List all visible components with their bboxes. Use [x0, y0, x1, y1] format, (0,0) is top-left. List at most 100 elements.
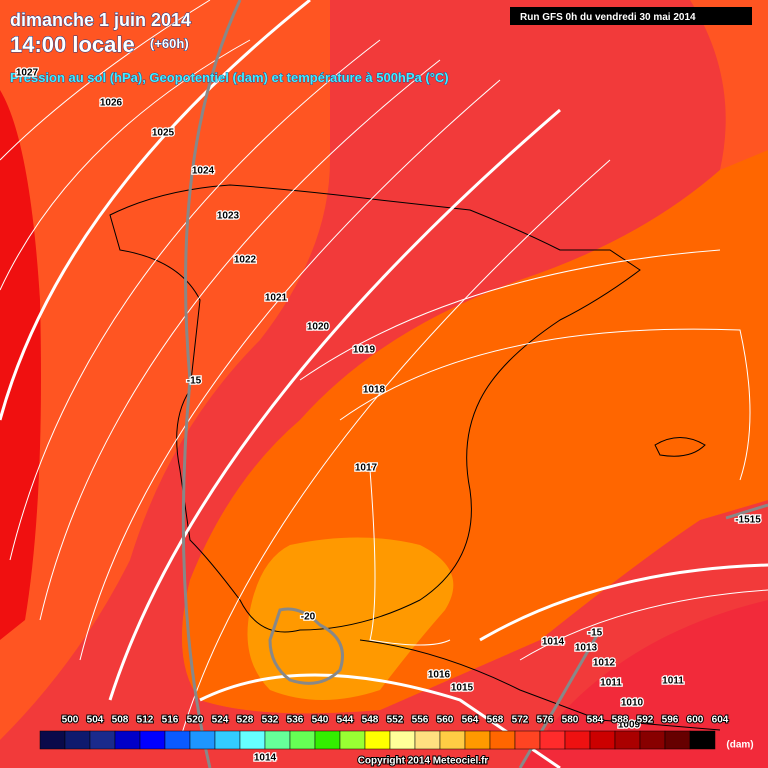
- legend-swatch: [464, 730, 491, 750]
- isobar-label: 1018: [363, 385, 386, 396]
- legend-tick-label: 520: [187, 715, 204, 726]
- forecast-time: 14:00 locale: [10, 32, 135, 57]
- legend-swatch: [689, 730, 716, 750]
- legend-swatch: [39, 730, 66, 750]
- isobar: [0, 0, 311, 421]
- isobar-label: 1010: [621, 698, 644, 709]
- legend-tick-label: 528: [237, 715, 254, 726]
- warm-core: [247, 537, 454, 700]
- legend-swatch: [539, 730, 566, 750]
- isobar: [179, 159, 611, 741]
- legend-swatch: [439, 730, 466, 750]
- temperature-contour: [725, 503, 768, 520]
- isobar-label: 1023: [217, 211, 240, 222]
- isobar: [519, 589, 768, 661]
- run-box: [510, 7, 752, 25]
- isobar-label: 1022: [234, 255, 257, 266]
- isobar-label: 1017: [355, 463, 378, 474]
- coastline: [109, 184, 641, 633]
- legend-swatch: [264, 730, 291, 750]
- copyright: Copyright 2014 Meteociel.fr: [358, 756, 489, 767]
- isobar-label: 1015: [451, 683, 474, 694]
- lead-time: (+60h): [150, 36, 189, 51]
- legend-swatch: [514, 730, 541, 750]
- legend-tick-label: 588: [612, 715, 629, 726]
- legend-swatch: [164, 730, 191, 750]
- legend-swatch: [414, 730, 441, 750]
- legend-unit: (dam): [726, 740, 753, 751]
- isobar-label: 1014: [254, 753, 277, 764]
- temperature-label: -15: [187, 376, 202, 387]
- legend-swatch: [639, 730, 666, 750]
- legend-swatch: [64, 730, 91, 750]
- map-title: dimanche 1 juin 2014: [10, 10, 191, 30]
- legend-tick-label: 536: [287, 715, 304, 726]
- legend-tick-label: 500: [62, 715, 79, 726]
- legend-tick-label: 564: [462, 715, 479, 726]
- isobar: [0, 39, 251, 291]
- legend-swatch: [364, 730, 391, 750]
- legend-tick-label: 524: [212, 715, 229, 726]
- legend-swatch: [339, 730, 366, 750]
- isobar-label: 1019: [353, 345, 376, 356]
- isobar: [339, 328, 751, 481]
- isobar: [479, 563, 768, 642]
- isobar-label: 1026: [100, 98, 123, 109]
- legend-tick-label: 544: [337, 715, 354, 726]
- legend-tick-label: 552: [387, 715, 404, 726]
- legend-tick-label: 532: [262, 715, 279, 726]
- isobar: [9, 39, 381, 561]
- isobar-label: 1011: [600, 678, 622, 689]
- temperature-contour: [518, 629, 602, 768]
- legend-tick-label: 508: [112, 715, 129, 726]
- legend-tick-label: 596: [662, 715, 679, 726]
- legend-swatch: [239, 730, 266, 750]
- legend-tick-label: 580: [562, 715, 579, 726]
- isobar-label: 1021: [265, 293, 288, 304]
- temperature-label: -1515: [735, 515, 761, 526]
- isobar: [108, 108, 561, 701]
- legend-swatch: [114, 730, 141, 750]
- legend-swatch: [589, 730, 616, 750]
- coastline: [654, 437, 706, 457]
- legend-tick-label: 576: [537, 715, 554, 726]
- isobar-label: 1016: [428, 670, 451, 681]
- legend-tick-label: 512: [137, 715, 154, 726]
- isobar-label: 1012: [593, 658, 616, 669]
- legend-tick-label: 556: [412, 715, 429, 726]
- legend-swatch: [214, 730, 241, 750]
- legend-tick-label: 540: [312, 715, 329, 726]
- coastline: [359, 639, 721, 731]
- legend-swatch: [89, 730, 116, 750]
- isobar: [79, 79, 501, 661]
- warm-band: [520, 600, 768, 768]
- legend-swatch: [614, 730, 641, 750]
- legend-swatch: [664, 730, 691, 750]
- legend-tick-label: 592: [637, 715, 654, 726]
- isobar-label: 1011: [662, 676, 684, 687]
- temperature-contour: [268, 607, 344, 685]
- temperature-contour: [181, 0, 242, 768]
- isobar-label: 1014: [542, 637, 565, 648]
- isobar-label: 1009: [618, 720, 641, 731]
- isobar-label: 1020: [307, 322, 330, 333]
- legend-tick-label: 568: [487, 715, 504, 726]
- legend-swatch: [289, 730, 316, 750]
- legend-tick-label: 604: [712, 715, 729, 726]
- legend-tick-label: 584: [587, 715, 604, 726]
- isobar-label: 1025: [152, 128, 175, 139]
- temperature-label: -20: [301, 612, 316, 623]
- cold-zone: [0, 90, 41, 640]
- legend-tick-label: 504: [87, 715, 104, 726]
- temperature-label: -15: [588, 628, 603, 639]
- legend-swatch: [189, 730, 216, 750]
- legend-swatch: [314, 730, 341, 750]
- isobar: [199, 673, 561, 768]
- isobar-label: 1024: [192, 166, 215, 177]
- legend-tick-label: 560: [437, 715, 454, 726]
- legend-tick-label: 572: [512, 715, 529, 726]
- isobar-label: 1013: [575, 643, 598, 654]
